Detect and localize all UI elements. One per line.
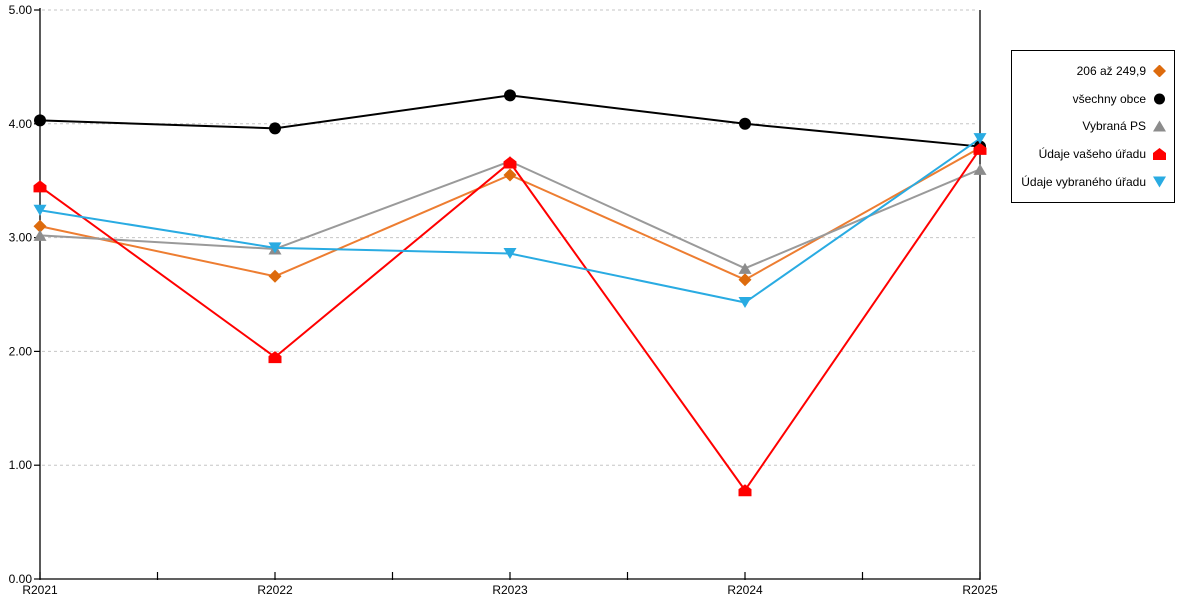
y-tick-label: 5.00 bbox=[9, 3, 33, 17]
data-point-marker bbox=[269, 122, 281, 135]
legend-label: všechny obce bbox=[1072, 91, 1146, 106]
legend-marker-shape bbox=[1153, 176, 1166, 188]
legend-item: 206 až 249,9 bbox=[1020, 64, 1166, 78]
data-point-marker bbox=[738, 262, 752, 274]
legend-label: Vybraná PS bbox=[1082, 119, 1146, 134]
data-point-marker bbox=[973, 133, 987, 145]
legend-marker-shape bbox=[1153, 64, 1166, 77]
data-point-marker bbox=[739, 117, 751, 130]
data-point-marker bbox=[973, 163, 987, 175]
legend: 206 až 249,9 všechny obce Vybraná PS Údaje … bbox=[1011, 50, 1175, 203]
data-point-marker bbox=[738, 484, 752, 497]
pentagon-icon bbox=[1153, 148, 1166, 161]
legend-label: Údaje vybraného úřadu bbox=[1021, 175, 1146, 190]
legend-marker-shape bbox=[1153, 148, 1166, 161]
data-point-marker bbox=[738, 296, 752, 308]
data-point-marker bbox=[504, 89, 516, 102]
data-point-marker bbox=[268, 269, 282, 283]
data-point-marker bbox=[33, 204, 47, 216]
triangle-up-icon bbox=[1153, 120, 1166, 132]
legend-marker-shape bbox=[1154, 93, 1165, 105]
y-tick-label: 3.00 bbox=[9, 231, 33, 245]
legend-item: všechny obce bbox=[1020, 92, 1166, 106]
data-point-marker bbox=[738, 273, 752, 287]
y-tick-label: 0.00 bbox=[9, 572, 33, 586]
y-tick-label: 1.00 bbox=[9, 458, 33, 472]
triangle-down-icon bbox=[1153, 176, 1166, 188]
x-tick-label: R2023 bbox=[492, 583, 528, 597]
data-point-marker bbox=[33, 219, 47, 233]
data-point-marker bbox=[33, 180, 47, 193]
legend-marker-shape bbox=[1153, 120, 1166, 132]
series-line bbox=[39, 148, 981, 492]
series-line bbox=[39, 94, 981, 148]
circle-icon bbox=[1154, 93, 1165, 105]
x-tick-label: R2021 bbox=[22, 583, 58, 597]
y-tick-label: 2.00 bbox=[9, 344, 33, 358]
data-point-marker bbox=[34, 114, 46, 127]
legend-item: Údaje vybraného úřadu bbox=[1020, 175, 1166, 189]
x-tick-label: R2025 bbox=[962, 583, 998, 597]
x-tick-label: R2024 bbox=[727, 583, 763, 597]
data-point-marker bbox=[268, 351, 282, 364]
legend-item: Vybraná PS bbox=[1020, 119, 1166, 133]
data-point-marker bbox=[33, 229, 47, 241]
data-point-marker bbox=[503, 168, 517, 182]
legend-label: Údaje vašeho úřadu bbox=[1038, 147, 1146, 162]
diamond-icon bbox=[1153, 64, 1166, 77]
data-point-marker bbox=[268, 242, 282, 254]
data-point-marker bbox=[973, 142, 987, 155]
data-point-marker bbox=[503, 248, 517, 260]
y-tick-label: 4.00 bbox=[9, 117, 33, 131]
legend-label: 206 až 249,9 bbox=[1076, 63, 1146, 78]
data-point-marker bbox=[503, 156, 517, 169]
legend-item: Údaje vašeho úřadu bbox=[1020, 147, 1166, 161]
x-tick-label: R2022 bbox=[257, 583, 293, 597]
